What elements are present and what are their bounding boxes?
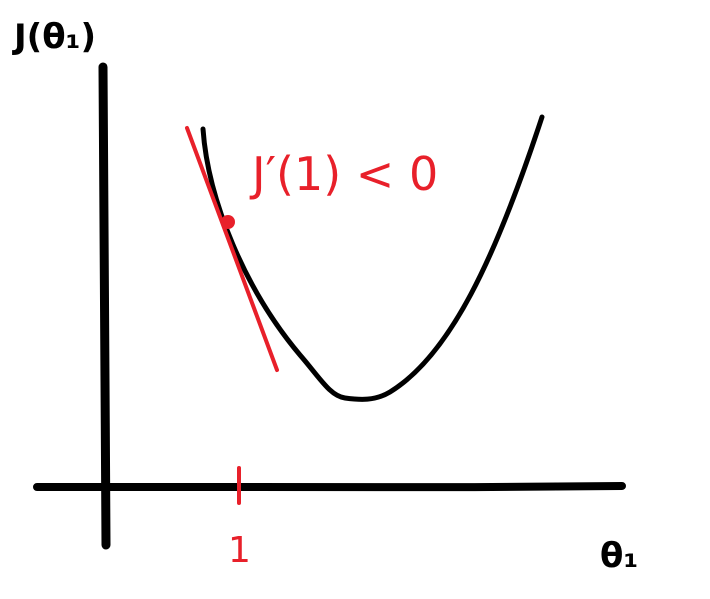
tangent-line [185,126,279,372]
x-axis-label: θ₁ [600,536,638,576]
cost-curve [200,114,545,402]
y-axis [98,62,111,550]
y-axis-label: J(θ₁) [12,17,96,57]
x-axis [33,482,626,492]
tangent-point [221,215,235,229]
derivative-label: J′(1) < 0 [249,147,438,201]
axes [33,62,626,550]
x-tick-label: 1 [228,530,251,571]
